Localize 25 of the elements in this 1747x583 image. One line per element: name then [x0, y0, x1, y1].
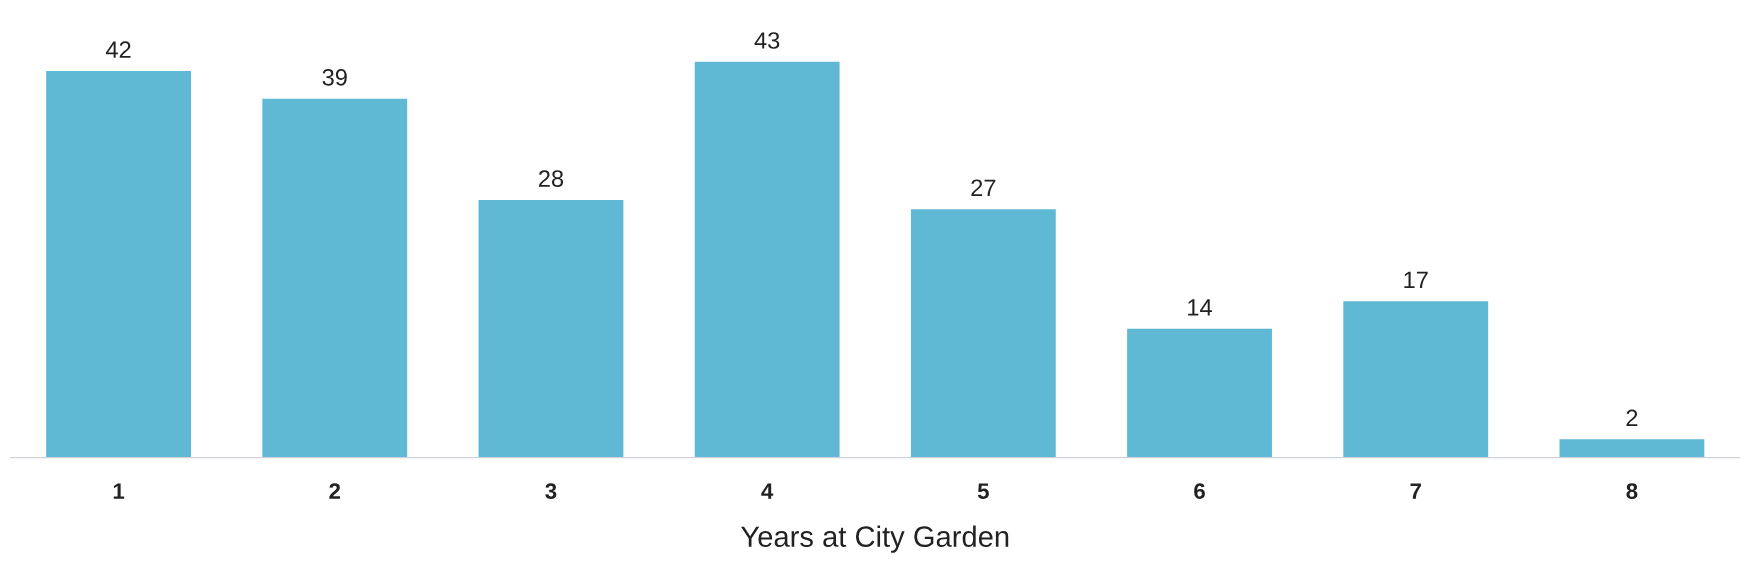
data-label: 28	[539, 170, 564, 187]
bar	[1127, 328, 1272, 458]
x-tick-label: 1	[113, 483, 125, 499]
x-tick-label: 5	[977, 483, 989, 499]
data-label: 27	[971, 179, 996, 196]
data-label: 42	[105, 41, 131, 58]
x-tick-label: 8	[1626, 483, 1638, 499]
x-tick-label: 7	[1410, 483, 1421, 499]
data-label: 2	[1626, 409, 1638, 427]
bar	[262, 98, 408, 458]
x-tick-label: 6	[1194, 483, 1205, 499]
bar	[910, 209, 1056, 458]
bar	[1559, 439, 1705, 458]
data-label: 14	[1188, 299, 1212, 316]
bar	[1343, 301, 1489, 458]
data-label: 39	[322, 68, 347, 86]
bar	[46, 71, 191, 458]
bar	[478, 199, 624, 458]
x-tick-label: 3	[545, 483, 557, 500]
bar	[694, 61, 840, 458]
x-axis-title: Years at City Garden	[741, 525, 1009, 553]
data-label: 17	[1404, 271, 1428, 288]
x-tick-label: 2	[329, 483, 341, 499]
data-label: 43	[754, 32, 780, 49]
x-tick-label: 4	[761, 483, 774, 499]
